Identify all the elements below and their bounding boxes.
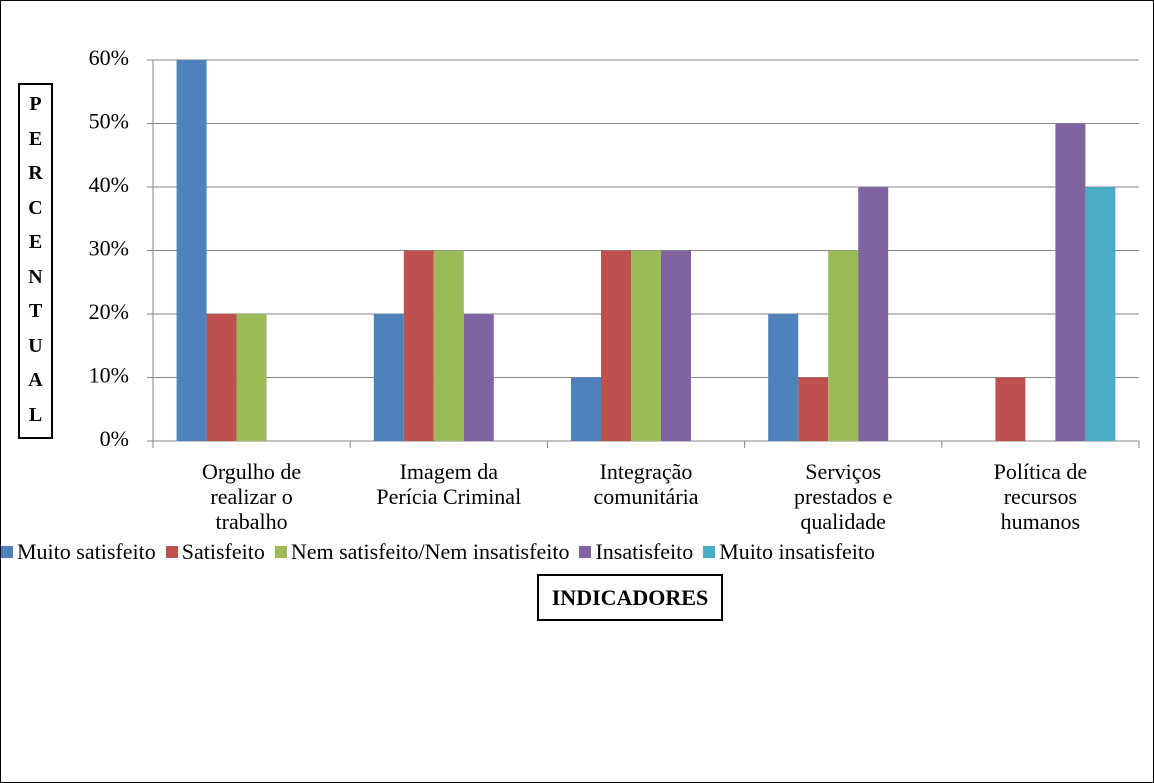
x-tick-label: Integração comunitária <box>593 459 699 509</box>
legend-item: Muito insatisfeito <box>703 539 875 565</box>
legend-item: Satisfeito <box>165 539 265 565</box>
legend: Muito satisfeito Satisfeito Nem satisfeito… <box>1 539 885 565</box>
bar <box>661 250 691 441</box>
x-tick-label: Orgulho de realizar o trabalho <box>201 459 302 534</box>
bar <box>601 250 631 441</box>
bar <box>463 314 494 441</box>
bar <box>571 377 601 441</box>
bar <box>236 314 267 441</box>
legend-item: Insatisfeito <box>579 539 693 565</box>
legend-label: Insatisfeito <box>595 539 694 564</box>
bar <box>433 250 464 441</box>
legend-label: Satisfeito <box>181 539 265 564</box>
bar <box>631 250 661 441</box>
legend-swatch <box>165 546 178 558</box>
bar <box>995 377 1026 441</box>
bar <box>176 60 207 441</box>
bar <box>1085 187 1116 441</box>
legend-swatch <box>274 546 287 558</box>
y-tick-label: 0% <box>100 426 129 451</box>
y-tick-label: 60% <box>89 45 129 70</box>
legend-item: Nem satisfeito/Nem insatisfeito <box>274 539 570 565</box>
y-tick-label: 30% <box>89 236 129 261</box>
legend-item: Muito satisfeito <box>1 539 156 565</box>
bar <box>373 314 404 441</box>
legend-swatch <box>1 546 13 558</box>
bar <box>858 187 889 441</box>
bar <box>798 377 829 441</box>
legend-label: Nem satisfeito/Nem insatisfeito <box>290 539 570 564</box>
x-axis-title: INDICADORES <box>537 574 723 621</box>
bar <box>828 250 859 441</box>
legend-swatch <box>579 546 592 558</box>
y-tick-label: 50% <box>89 109 129 134</box>
legend-label: Muito satisfeito <box>17 539 156 564</box>
bar <box>403 250 434 441</box>
y-tick-label: 40% <box>89 172 129 197</box>
y-tick-label: 20% <box>89 299 129 324</box>
legend-label: Muito insatisfeito <box>719 539 876 564</box>
y-tick-label: 10% <box>89 363 129 388</box>
y-axis-title: PERCENTUAL <box>18 83 53 439</box>
legend-swatch <box>703 546 716 558</box>
bar <box>768 314 799 441</box>
x-tick-label: Serviços prestados e qualidade <box>794 459 893 534</box>
x-tick-label: Política de recursos humanos <box>993 459 1088 534</box>
bar <box>206 314 237 441</box>
x-tick-label: Imagem da Perícia Criminal <box>376 459 522 509</box>
bar <box>1055 123 1086 441</box>
